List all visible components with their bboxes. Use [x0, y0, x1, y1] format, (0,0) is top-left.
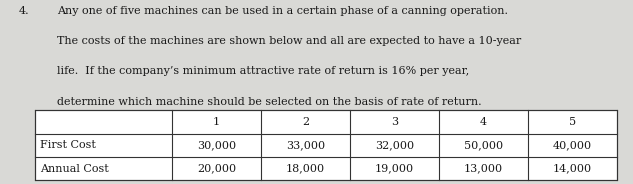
- Text: 3: 3: [391, 117, 398, 127]
- Text: Any one of five machines can be used in a certain phase of a canning operation.: Any one of five machines can be used in …: [57, 6, 508, 15]
- Text: 30,000: 30,000: [197, 140, 236, 150]
- Text: First Cost: First Cost: [40, 140, 96, 150]
- Text: 33,000: 33,000: [286, 140, 325, 150]
- Text: 14,000: 14,000: [553, 164, 592, 174]
- Text: 40,000: 40,000: [553, 140, 592, 150]
- Text: 20,000: 20,000: [197, 164, 236, 174]
- Text: 4: 4: [480, 117, 487, 127]
- Text: 13,000: 13,000: [464, 164, 503, 174]
- Text: 5: 5: [569, 117, 576, 127]
- Text: life.  If the company’s minimum attractive rate of return is 16% per year,: life. If the company’s minimum attractiv…: [57, 66, 469, 76]
- Text: 50,000: 50,000: [464, 140, 503, 150]
- Text: 2: 2: [302, 117, 309, 127]
- Text: 18,000: 18,000: [286, 164, 325, 174]
- Text: The costs of the machines are shown below and all are expected to have a 10-year: The costs of the machines are shown belo…: [57, 36, 521, 46]
- Text: 32,000: 32,000: [375, 140, 414, 150]
- Text: determine which machine should be selected on the basis of rate of return.: determine which machine should be select…: [57, 97, 482, 107]
- Text: Annual Cost: Annual Cost: [40, 164, 109, 174]
- Text: 1: 1: [213, 117, 220, 127]
- Text: 19,000: 19,000: [375, 164, 414, 174]
- Bar: [35, 110, 617, 180]
- Text: 4.: 4.: [19, 6, 30, 15]
